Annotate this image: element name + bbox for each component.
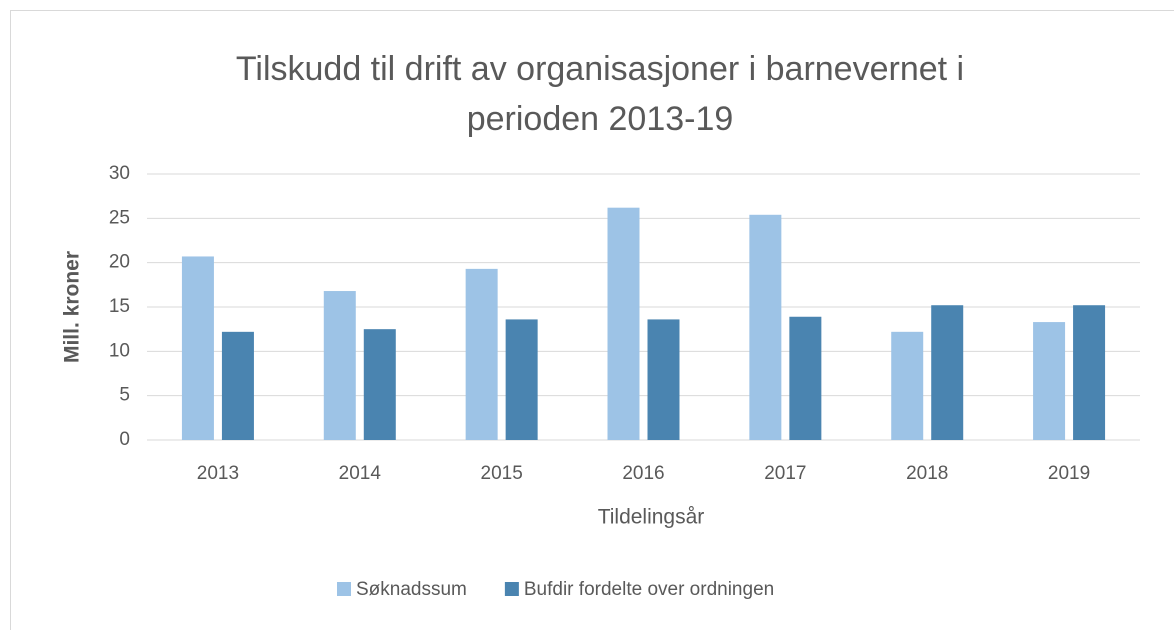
bar: [181, 256, 214, 440]
x-tick-label: 2014: [339, 463, 382, 484]
bar: [323, 291, 356, 440]
y-axis-title: Mill. kroner: [61, 251, 84, 363]
y-tick-label: 30: [109, 163, 130, 184]
bar: [647, 319, 680, 440]
legend-label: Bufdir fordelte over ordningen: [524, 579, 774, 600]
legend-label: Søknadssum: [356, 579, 467, 600]
legend-swatch: [504, 582, 519, 596]
y-tick-label: 10: [109, 340, 130, 361]
y-tick-label: 0: [119, 429, 130, 450]
x-tick-label: 2017: [764, 463, 806, 484]
y-tick-label: 5: [119, 385, 130, 406]
legend-swatch: [337, 582, 351, 596]
bar: [465, 268, 498, 440]
x-tick-label: 2015: [481, 463, 523, 484]
y-tick-label: 15: [109, 296, 130, 317]
bar: [931, 305, 964, 440]
bar: [607, 207, 640, 440]
bar: [891, 331, 924, 440]
bar: [363, 329, 396, 440]
chart-frame: [10, 10, 1174, 630]
x-tick-label: 2016: [622, 463, 664, 484]
y-tick-label: 20: [109, 252, 130, 273]
bar: [1033, 322, 1066, 440]
bar: [221, 331, 254, 440]
x-axis-title: Tildelingsår: [598, 506, 705, 529]
chart-title: Tilskudd til drift av organisasjoner i b…: [235, 50, 965, 138]
bar: [505, 319, 538, 440]
x-tick-label: 2019: [1048, 463, 1090, 484]
bar: [1073, 305, 1106, 440]
y-tick-label: 25: [109, 207, 130, 228]
x-tick-label: 2018: [906, 463, 948, 484]
bar: [789, 316, 822, 440]
x-tick-label: 2013: [197, 463, 239, 484]
bar: [749, 214, 782, 440]
